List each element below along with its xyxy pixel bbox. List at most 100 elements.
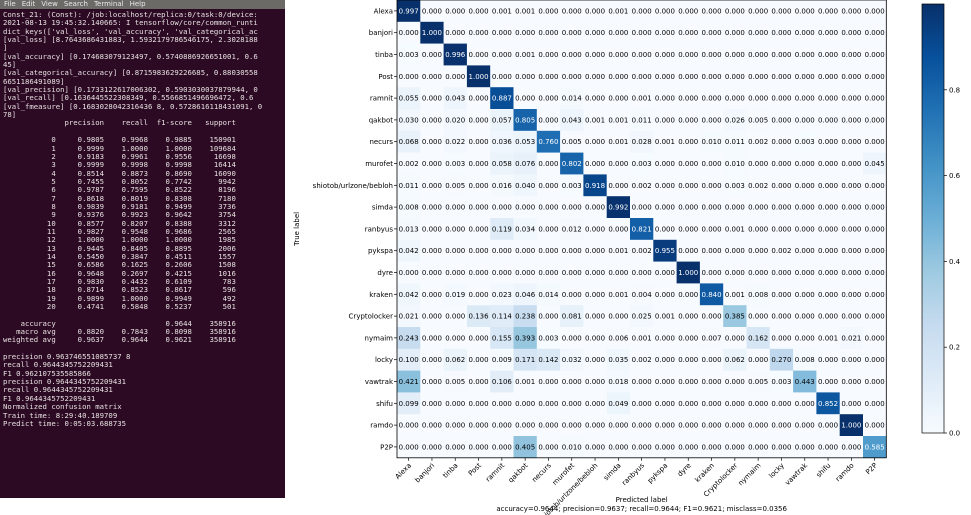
cell-value: 0.000	[538, 247, 558, 255]
heatmap-cell	[490, 109, 514, 132]
terminal-line: 12 1.0000 1.0000 1.0000 1985	[3, 236, 236, 245]
heatmap-cell	[513, 43, 538, 66]
cell-value: 0.000	[795, 443, 815, 451]
cell-value: 0.000	[608, 73, 628, 81]
cell-value: 0.243	[399, 334, 419, 342]
cell-value: 0.000	[469, 443, 489, 451]
heatmap-cell	[676, 130, 701, 153]
heatmap-cell	[397, 305, 421, 328]
heatmap-cell	[723, 196, 747, 219]
heatmap-cell	[793, 348, 817, 371]
terminal-line: 7 0.8618 0.8019 0.8308 7180	[3, 194, 236, 203]
heatmap-cell	[793, 109, 817, 132]
menu-item-terminal[interactable]: Terminal	[93, 0, 124, 8]
heatmap-cell	[676, 436, 701, 459]
cell-value: 0.022	[445, 138, 465, 146]
heatmap-cell	[560, 130, 584, 153]
heatmap-cell	[653, 21, 677, 44]
heatmap-cell	[653, 65, 677, 88]
cell-value: 0.000	[725, 443, 745, 451]
cell-value: 0.000	[585, 247, 605, 255]
cell-value: 0.000	[538, 204, 558, 212]
cell-value: 0.000	[795, 51, 815, 59]
cell-value: 0.000	[702, 313, 722, 321]
cell-value: 0.000	[655, 204, 675, 212]
cell-value: 0.055	[399, 95, 419, 103]
heatmap-cell	[490, 327, 514, 350]
cell-value: 0.000	[422, 73, 442, 81]
heatmap-cell	[606, 109, 631, 132]
cell-value: 0.000	[469, 400, 489, 408]
heatmap-cell	[466, 196, 491, 219]
heatmap-cell	[630, 196, 654, 219]
cell-value: 0.000	[585, 400, 605, 408]
heatmap-cell	[583, 218, 607, 241]
menu-item-search[interactable]: Search	[63, 0, 88, 8]
menu-item-view[interactable]: View	[41, 0, 58, 8]
heatmap-cell	[583, 65, 607, 88]
heatmap-cell	[699, 43, 724, 66]
terminal-line: 14 0.5450 0.3847 0.4511 1557	[3, 252, 236, 261]
cell-value: 0.000	[841, 138, 861, 146]
heatmap-cell	[583, 196, 607, 219]
heatmap-cell	[490, 21, 514, 44]
heatmap-cell	[839, 305, 864, 328]
cell-value: 0.001	[632, 334, 652, 342]
heatmap-cell	[443, 436, 468, 459]
cell-value: 0.000	[748, 269, 768, 277]
heatmap-cell	[630, 370, 654, 393]
heatmap-cell	[863, 130, 887, 153]
menu-item-help[interactable]: Help	[129, 0, 146, 8]
y-tick-label: nymaim	[365, 334, 394, 342]
heatmap-cell	[420, 109, 444, 132]
cell-value: 0.000	[678, 422, 698, 430]
heatmap-cell	[630, 327, 654, 350]
heatmap-cell	[676, 283, 701, 306]
menu-item-edit[interactable]: Edit	[21, 0, 36, 8]
heatmap-cell	[490, 348, 514, 371]
heatmap-cell	[746, 348, 771, 371]
cell-value: 0.000	[771, 422, 791, 430]
heatmap-cell	[723, 21, 747, 44]
cell-value: 0.000	[515, 269, 535, 277]
cell-value: 0.000	[422, 356, 442, 364]
heatmap-cell	[839, 130, 864, 153]
heatmap-cell	[536, 152, 561, 175]
cell-value: 0.000	[655, 182, 675, 190]
cell-value: 0.000	[422, 443, 442, 451]
heatmap-cell	[723, 239, 747, 262]
cell-value: 0.062	[725, 356, 745, 364]
heatmap-cell	[466, 87, 491, 110]
cell-value: 0.000	[655, 116, 675, 124]
cell-value: 0.003	[632, 160, 652, 168]
heatmap-cell	[420, 65, 444, 88]
heatmap-cell	[583, 21, 607, 44]
cell-value: 0.008	[399, 204, 419, 212]
heatmap-cell	[443, 305, 468, 328]
cell-value: 0.000	[632, 29, 652, 37]
heatmap-cell	[606, 218, 631, 241]
heatmap-cell	[420, 87, 444, 110]
cell-value: 0.001	[515, 51, 535, 59]
cell-value: 0.000	[818, 422, 838, 430]
cell-value: 0.000	[632, 378, 652, 386]
menu-item-file[interactable]: File	[4, 0, 16, 8]
heatmap-cell	[606, 414, 631, 437]
cell-value: 0.000	[725, 247, 745, 255]
heatmap-cell	[746, 109, 771, 132]
heatmap-cell	[397, 261, 421, 284]
heatmap-cell	[397, 414, 421, 437]
x-tick-label: Post	[467, 461, 483, 477]
terminal-window[interactable]: File Edit View Search Terminal Help Const_21:…	[0, 0, 285, 498]
cell-value: 0.000	[818, 443, 838, 451]
cell-value: 0.018	[608, 378, 628, 386]
heatmap-cell	[466, 370, 491, 393]
cell-value: 0.009	[492, 356, 512, 364]
heatmap-cell	[699, 87, 724, 110]
heatmap-cell	[583, 87, 607, 110]
heatmap-cell	[536, 305, 561, 328]
cell-value: 0.000	[865, 51, 885, 59]
x-tick-label: Alexa	[394, 462, 413, 481]
cell-value: 0.000	[469, 378, 489, 386]
cell-value: 0.000	[562, 73, 582, 81]
